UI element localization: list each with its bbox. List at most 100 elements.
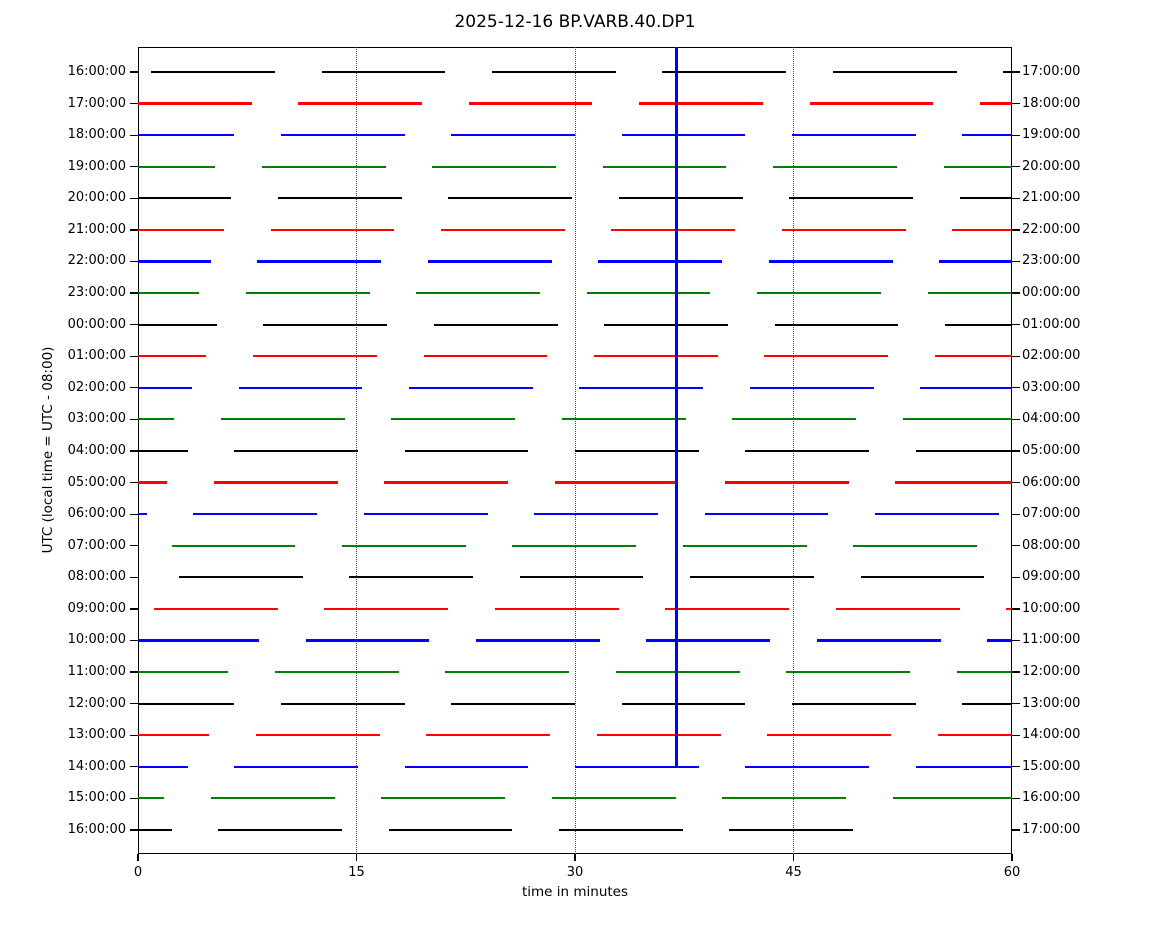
y-tick-label-local: 10:00:00 [1022, 600, 1081, 616]
trace-segment [832, 70, 957, 74]
trace-segment [491, 70, 616, 74]
y-tick-label-utc: 11:00:00 [67, 664, 126, 680]
trace-segment [138, 797, 165, 800]
trace-segment [384, 481, 508, 484]
trace-segment [138, 197, 232, 200]
trace-segment [423, 355, 548, 358]
trace-segment [154, 607, 278, 610]
trace-segment [618, 197, 743, 200]
y-tick-left [130, 639, 138, 642]
trace-segment [792, 702, 916, 705]
y-tick-label-local: 15:00:00 [1022, 758, 1081, 774]
y-tick-left [130, 71, 138, 73]
y-tick-label-utc: 01:00:00 [67, 348, 126, 364]
trace-segment [404, 765, 529, 768]
y-tick-label-local: 20:00:00 [1022, 158, 1081, 174]
trace-segment [558, 828, 683, 831]
y-tick-label-utc: 12:00:00 [67, 695, 126, 711]
trace-segment [586, 291, 711, 295]
trace-segment [646, 639, 771, 642]
trace-segment [138, 260, 211, 263]
y-tick-right [1012, 387, 1020, 389]
x-tick-label: 30 [566, 865, 584, 880]
trace-segment [690, 576, 814, 579]
trace-segment [665, 607, 790, 610]
trace-segment [952, 228, 1012, 231]
y-tick-label-utc: 20:00:00 [67, 190, 126, 206]
trace-segment [445, 670, 570, 674]
y-tick-left [130, 797, 138, 800]
trace-segment [745, 449, 870, 453]
trace-segment [416, 291, 541, 295]
trace-segment [944, 323, 1012, 326]
trace-segment [213, 481, 338, 484]
trace-segment [138, 734, 210, 737]
trace-segment [604, 323, 728, 326]
trace-segment [853, 544, 978, 547]
y-tick-left [130, 260, 138, 263]
trace-segment [305, 639, 430, 642]
trace-segment [920, 386, 1012, 389]
y-tick-right [1012, 545, 1020, 547]
trace-segment [178, 576, 303, 579]
y-tick-right [1012, 797, 1020, 800]
trace-segment [234, 765, 358, 768]
trace-segment [426, 734, 551, 737]
x-axis-label: time in minutes [521, 884, 629, 900]
y-tick-label-utc: 19:00:00 [67, 158, 126, 174]
trace-segment [915, 765, 1012, 768]
y-tick-right [1012, 450, 1020, 452]
trace-segment [596, 734, 721, 737]
trace-segment [321, 70, 446, 74]
trace-segment [792, 134, 916, 137]
y-tick-left [130, 608, 138, 610]
y-tick-label-local: 04:00:00 [1022, 411, 1081, 427]
y-tick-left [130, 102, 138, 105]
trace-segment [138, 386, 192, 389]
y-tick-label-local: 00:00:00 [1022, 285, 1081, 301]
trace-segment [943, 165, 1012, 168]
trace-segment [809, 102, 934, 105]
trace-segment [764, 355, 889, 358]
trace-segment [768, 260, 893, 263]
trace-segment [475, 639, 600, 642]
x-tick [792, 854, 795, 861]
y-tick-right [1012, 608, 1020, 610]
y-tick-left [130, 197, 138, 200]
y-tick-right [1012, 134, 1020, 136]
trace-segment [138, 228, 224, 231]
y-tick-label-local: 08:00:00 [1022, 537, 1081, 553]
y-tick-label-utc: 06:00:00 [67, 506, 126, 522]
trace-segment [611, 228, 736, 231]
y-tick-label-utc: 04:00:00 [67, 442, 126, 458]
trace-segment [391, 418, 516, 421]
trace-segment [234, 449, 358, 453]
trace-segment [138, 134, 235, 137]
trace-segment [171, 544, 296, 547]
trace-segment [408, 386, 533, 389]
trace-segment [324, 607, 449, 610]
trace-segment [575, 765, 699, 768]
trace-segment [551, 797, 676, 800]
y-tick-right [1012, 671, 1020, 673]
y-tick-label-utc: 00:00:00 [67, 316, 126, 332]
y-tick-label-local: 16:00:00 [1022, 790, 1081, 806]
trace-segment [902, 418, 1012, 421]
y-tick-right [1012, 639, 1020, 642]
trace-segment [745, 765, 870, 768]
y-tick-left [130, 134, 138, 136]
y-tick-label-local: 06:00:00 [1022, 474, 1081, 490]
y-tick-label-local: 05:00:00 [1022, 442, 1081, 458]
trace-segment [138, 828, 172, 831]
trace-segment [221, 418, 345, 421]
x-tick [137, 854, 139, 861]
trace-segment [363, 513, 488, 516]
trace-segment [519, 576, 644, 579]
trace-segment [404, 449, 529, 453]
trace-segment [138, 765, 188, 768]
trace-segment [138, 355, 207, 358]
trace-segment [451, 134, 575, 137]
trace-segment [593, 355, 718, 358]
y-tick-label-utc: 02:00:00 [67, 379, 126, 395]
trace-segment [682, 544, 807, 547]
